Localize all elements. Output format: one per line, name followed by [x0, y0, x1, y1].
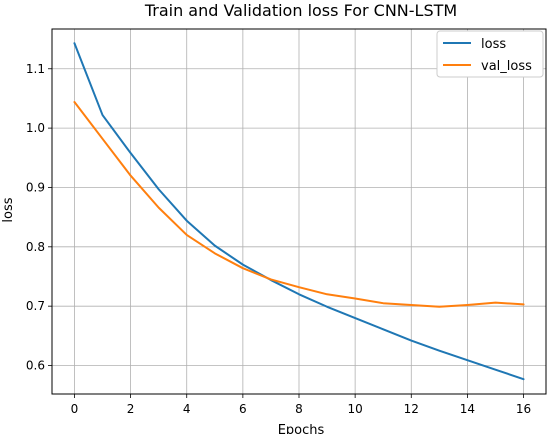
- series-layer: [73, 42, 525, 381]
- x-tick-label: 0: [71, 402, 79, 416]
- series-line-loss: [73, 42, 525, 381]
- x-tick-label: 16: [516, 402, 531, 416]
- y-tick-label: 1.1: [26, 62, 45, 76]
- chart-title: Train and Validation loss For CNN-LSTM: [144, 1, 457, 20]
- x-tick-label: 8: [295, 402, 303, 416]
- y-tick-label: 0.7: [26, 299, 45, 313]
- x-tick-label: 2: [127, 402, 135, 416]
- y-tick-label: 1.0: [26, 121, 45, 135]
- x-axis-label: Epochs: [278, 423, 325, 434]
- series-line-val-loss: [73, 101, 525, 308]
- y-axis-label: loss: [1, 197, 16, 222]
- y-tick-label: 0.6: [26, 359, 45, 373]
- x-tick-label: 4: [183, 402, 191, 416]
- axis-ticks: 0 2 4 6 8 10 12 14 16 0.6 0.7 0.8 0.9 1.0 1.1: [26, 62, 531, 416]
- y-tick-label: 0.9: [26, 180, 45, 194]
- x-tick-label: 14: [460, 402, 475, 416]
- legend: loss val_loss: [436, 30, 544, 78]
- x-tick-label: 10: [347, 402, 362, 416]
- x-tick-label: 6: [239, 402, 247, 416]
- y-tick-label: 0.8: [26, 240, 45, 254]
- legend-label-val-loss: val_loss: [481, 59, 532, 74]
- x-tick-label: 12: [404, 402, 419, 416]
- legend-label-loss: loss: [481, 37, 506, 52]
